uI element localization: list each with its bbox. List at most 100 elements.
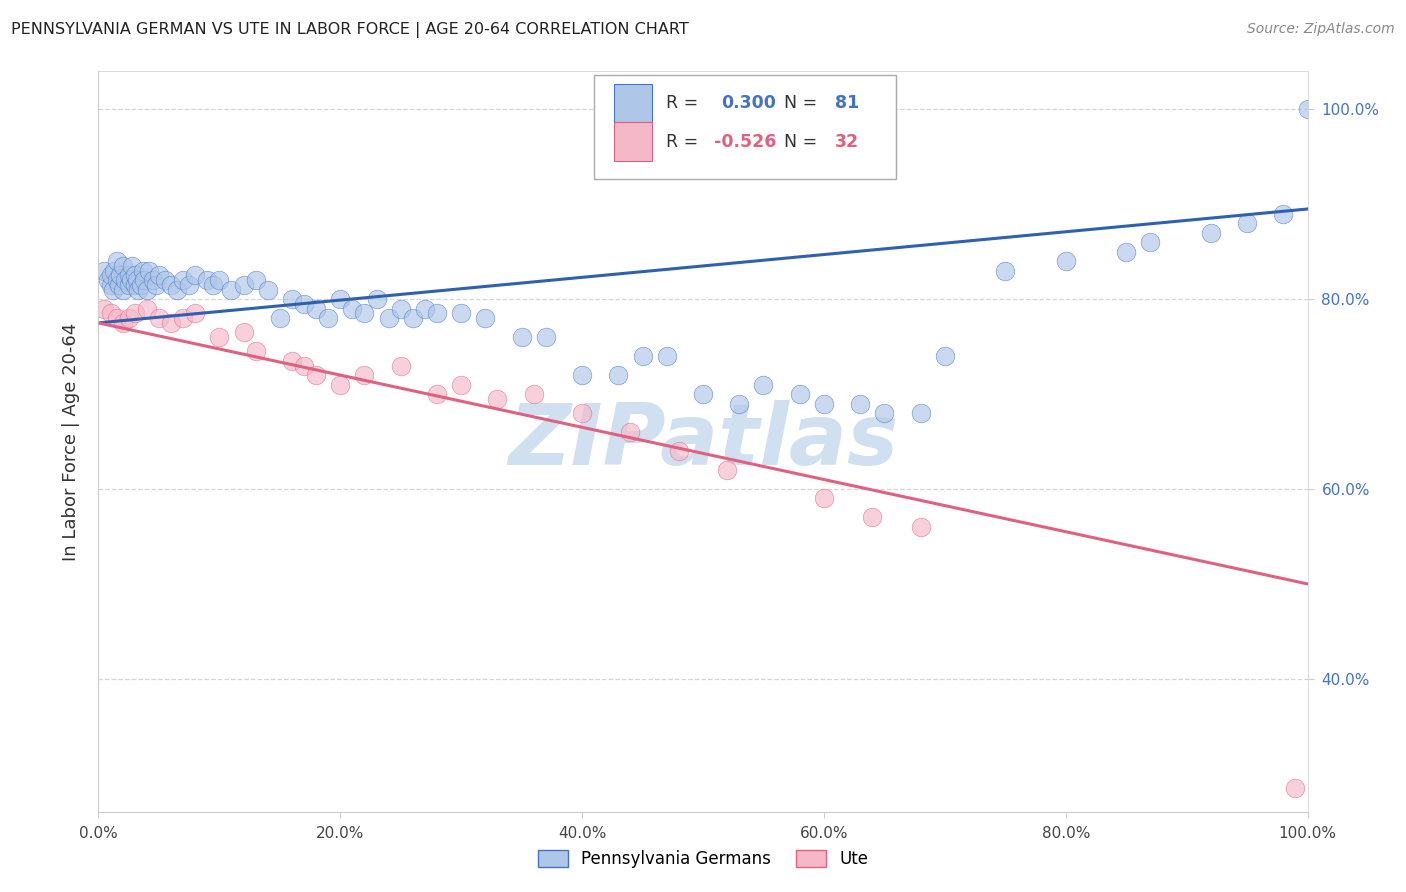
Point	[668, 444, 690, 458]
Point	[281, 292, 304, 306]
Point	[93, 301, 115, 316]
Point	[129, 277, 152, 292]
Text: 32: 32	[835, 133, 859, 151]
Point	[353, 306, 375, 320]
Point	[127, 283, 149, 297]
Point	[655, 349, 678, 363]
Point	[619, 425, 641, 439]
Point	[269, 311, 291, 326]
Point	[402, 311, 425, 326]
Point	[450, 377, 472, 392]
Point	[534, 330, 557, 344]
Point	[118, 277, 141, 292]
Point	[849, 396, 872, 410]
Point	[329, 292, 352, 306]
Point	[124, 277, 146, 292]
Text: 81: 81	[835, 95, 859, 112]
Point	[1115, 244, 1137, 259]
Point	[120, 273, 142, 287]
Point	[221, 283, 243, 297]
Point	[114, 273, 136, 287]
Text: 0.300: 0.300	[721, 95, 776, 112]
Point	[166, 283, 188, 297]
Point	[934, 349, 956, 363]
Point	[523, 387, 546, 401]
Point	[353, 368, 375, 383]
Point	[1236, 216, 1258, 230]
Point	[910, 406, 932, 420]
Point	[1272, 207, 1295, 221]
FancyBboxPatch shape	[595, 75, 897, 178]
Point	[124, 306, 146, 320]
Point	[184, 268, 207, 283]
Point	[208, 273, 231, 287]
Point	[631, 349, 654, 363]
Point	[366, 292, 388, 306]
Point	[450, 306, 472, 320]
Point	[1139, 235, 1161, 250]
Text: R =: R =	[665, 133, 703, 151]
Point	[292, 297, 315, 311]
Point	[135, 301, 157, 316]
Point	[1054, 254, 1077, 268]
Point	[342, 301, 364, 316]
FancyBboxPatch shape	[613, 122, 652, 161]
Point	[153, 273, 176, 287]
Text: ZIPatlas: ZIPatlas	[508, 400, 898, 483]
Y-axis label: In Labor Force | Age 20-64: In Labor Force | Age 20-64	[62, 322, 80, 561]
Point	[1296, 103, 1319, 117]
Point	[994, 263, 1017, 277]
Text: R =: R =	[665, 95, 703, 112]
Point	[571, 368, 593, 383]
Point	[245, 344, 267, 359]
Point	[305, 368, 328, 383]
FancyBboxPatch shape	[613, 84, 652, 122]
Point	[105, 273, 128, 287]
Point	[124, 268, 146, 283]
Point	[160, 316, 183, 330]
Point	[121, 259, 143, 273]
Point	[860, 510, 883, 524]
Text: Source: ZipAtlas.com: Source: ZipAtlas.com	[1247, 22, 1395, 37]
Point	[172, 311, 194, 326]
Text: PENNSYLVANIA GERMAN VS UTE IN LABOR FORCE | AGE 20-64 CORRELATION CHART: PENNSYLVANIA GERMAN VS UTE IN LABOR FORC…	[11, 22, 689, 38]
Point	[389, 301, 412, 316]
Point	[789, 387, 811, 401]
Point	[145, 277, 167, 292]
Point	[160, 277, 183, 292]
Point	[202, 277, 225, 292]
Point	[208, 330, 231, 344]
Point	[184, 306, 207, 320]
Point	[292, 359, 315, 373]
Point	[1284, 780, 1306, 795]
Point	[105, 254, 128, 268]
Point	[93, 263, 115, 277]
Point	[256, 283, 278, 297]
Point	[426, 306, 449, 320]
Point	[329, 377, 352, 392]
Point	[716, 463, 738, 477]
Point	[510, 330, 533, 344]
Point	[607, 368, 630, 383]
Point	[728, 396, 751, 410]
Point	[413, 301, 436, 316]
Point	[305, 301, 328, 316]
Text: -0.526: -0.526	[714, 133, 776, 151]
Text: N =: N =	[785, 95, 823, 112]
Point	[105, 311, 128, 326]
Point	[873, 406, 896, 420]
Point	[135, 283, 157, 297]
Point	[389, 359, 412, 373]
Point	[910, 520, 932, 534]
Point	[97, 273, 120, 287]
Point	[148, 311, 170, 326]
Point	[1199, 226, 1222, 240]
Point	[148, 268, 170, 283]
Point	[232, 277, 254, 292]
Point	[100, 277, 122, 292]
Point	[571, 406, 593, 420]
Point	[172, 273, 194, 287]
Point	[108, 268, 131, 283]
Point	[101, 283, 124, 297]
Point	[142, 273, 165, 287]
